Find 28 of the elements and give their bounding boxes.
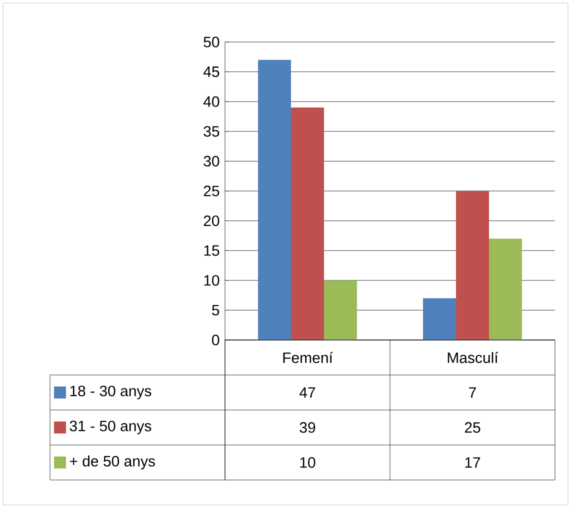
y-tick-label: 5: [212, 304, 220, 316]
bar: [258, 60, 291, 340]
data-label: 47: [300, 387, 316, 398]
bar: [291, 108, 324, 340]
y-tick-label: 40: [203, 96, 220, 107]
data-label: 7: [469, 387, 476, 398]
legend-label: 31 - 50 anys: [70, 420, 152, 434]
y-tick-label: 0: [212, 334, 220, 346]
data-label: 17: [465, 457, 480, 468]
legend-label: 18 - 30 anys: [70, 386, 152, 400]
y-tick-label: 15: [204, 245, 220, 256]
y-tick-label: 50: [204, 36, 220, 48]
data-label: 25: [464, 422, 480, 433]
y-tick-label: 20: [204, 215, 220, 226]
bar: [489, 238, 522, 340]
y-tick-label: 10: [204, 275, 220, 286]
x-tick-label: Masculí: [448, 352, 498, 364]
bar: [324, 280, 357, 340]
y-tick-label: 25: [204, 186, 220, 196]
x-tick-label: Femení: [283, 352, 333, 364]
data-label: 39: [300, 422, 316, 433]
y-tick-label: 45: [203, 66, 220, 78]
bar: [423, 298, 456, 340]
y-tick-label: 30: [204, 156, 220, 166]
legend-label: + de 50 anys: [70, 455, 155, 470]
y-tick-label: 35: [204, 126, 220, 137]
data-label: 10: [300, 457, 316, 468]
bar: [456, 190, 489, 340]
